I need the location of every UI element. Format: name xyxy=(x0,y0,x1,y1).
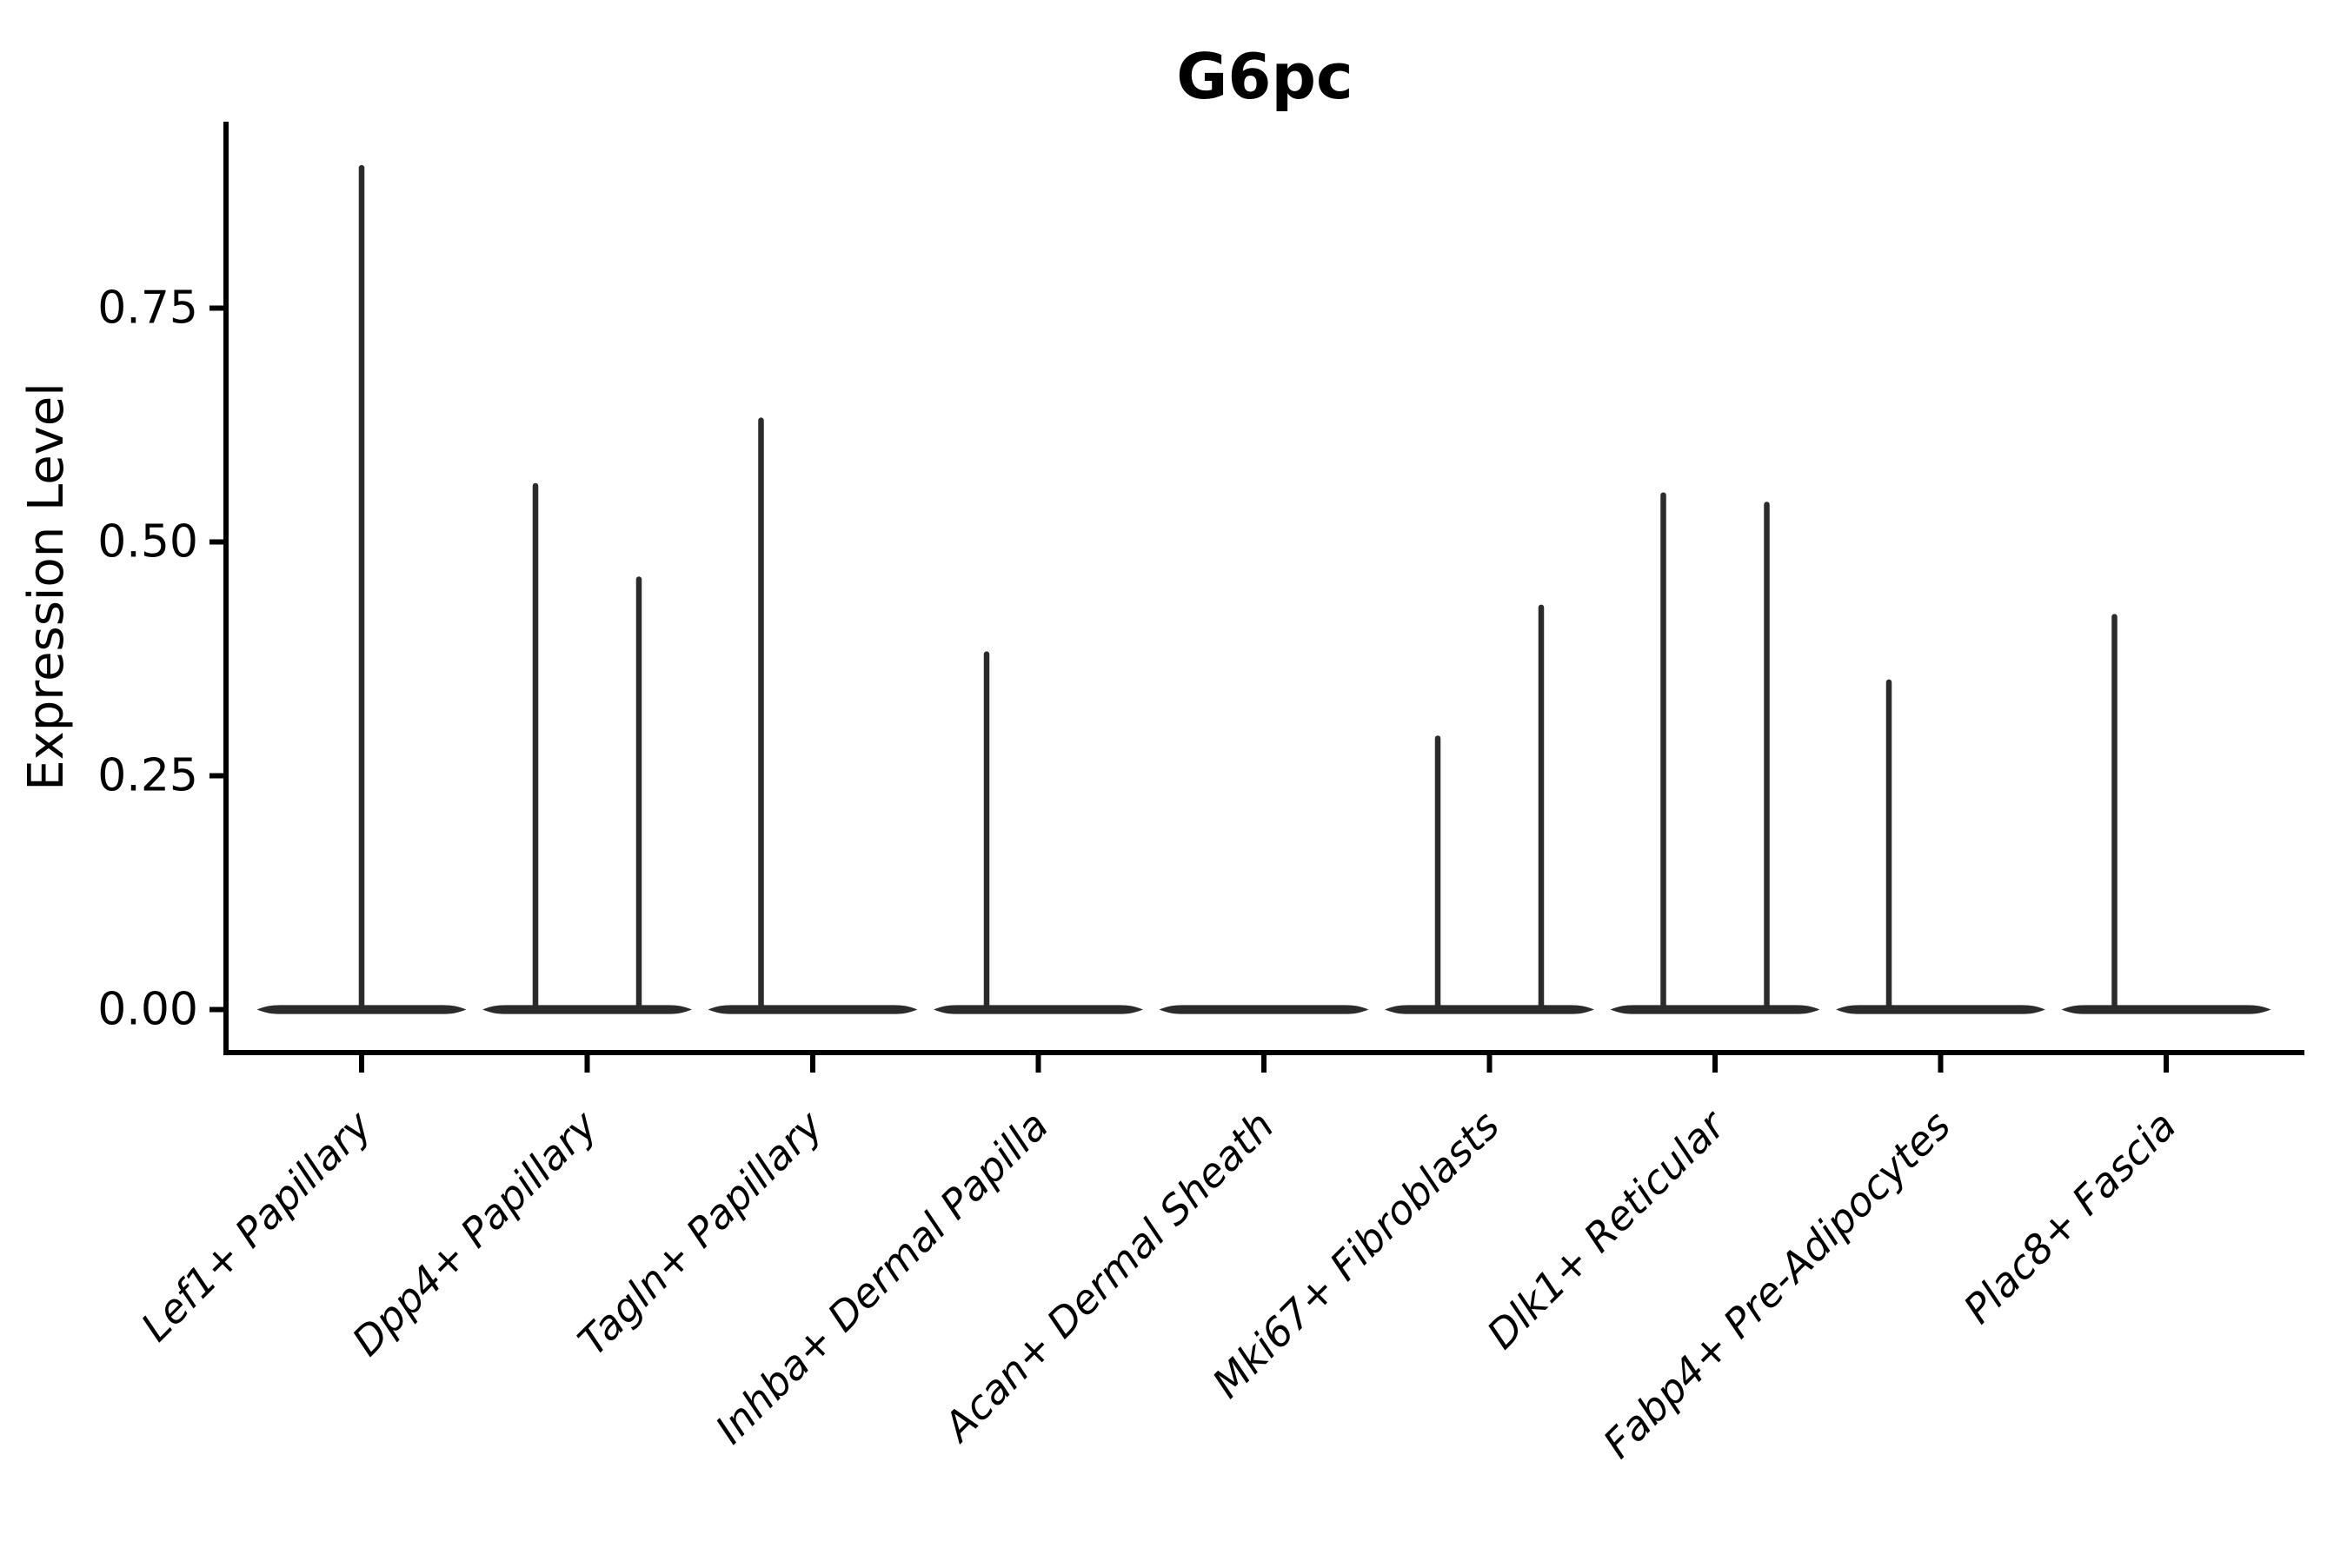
x-tick-label: Dpp4+ Papillary xyxy=(343,1101,607,1365)
violin-body xyxy=(1610,1005,1820,1014)
x-tick-label: Lef1+ Papillary xyxy=(132,1101,381,1350)
y-tick-label: 0.75 xyxy=(97,282,198,335)
y-tick-label: 0.50 xyxy=(97,516,198,568)
violin-body xyxy=(482,1005,692,1014)
x-tick-label: Plac8+ Fascia xyxy=(1954,1102,2184,1332)
violin-body xyxy=(2061,1005,2271,1014)
x-tick-label: Dlk1+ Reticular xyxy=(1478,1100,1736,1358)
violin-body xyxy=(1159,1005,1369,1014)
violin-body xyxy=(1385,1005,1594,1014)
x-tick-label: Tagln+ Papillary xyxy=(568,1101,832,1365)
y-tick-label: 0.00 xyxy=(97,984,198,1036)
violins xyxy=(256,164,2271,1014)
y-axis-label: Expression Level xyxy=(18,382,75,791)
y-tick-label: 0.25 xyxy=(97,750,198,802)
violin-body xyxy=(934,1005,1143,1014)
violin-body xyxy=(1836,1005,2045,1014)
y-axis-ticks: 0.00 0.25 0.50 0.75 xyxy=(97,282,226,1036)
violin-body xyxy=(708,1005,918,1014)
plot-title: G6pc xyxy=(1176,40,1353,113)
